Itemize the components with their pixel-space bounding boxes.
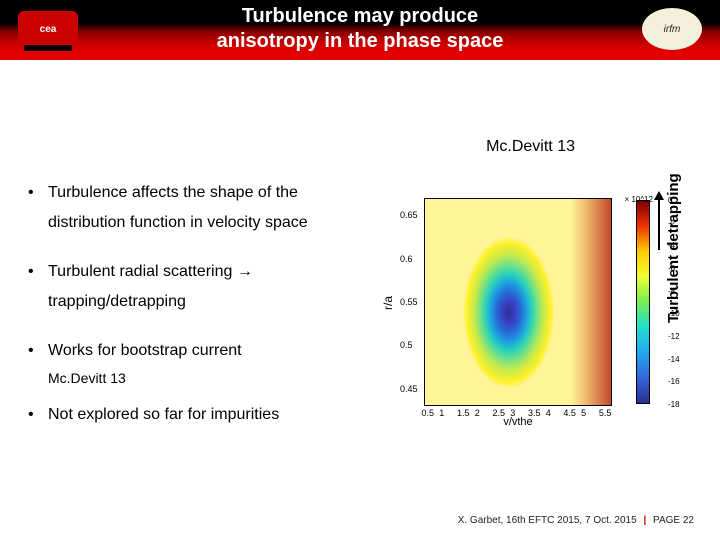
- slide-header: cea Turbulence may produce anisotropy in…: [0, 0, 720, 58]
- slide-body: Mc.Devitt 13 Turbulence affects the shap…: [0, 58, 720, 540]
- bullet-1: Turbulence affects the shape of the dist…: [28, 178, 358, 239]
- irfm-logo: irfm: [642, 8, 702, 50]
- bullet-2: Turbulent radial scattering → trapping/d…: [28, 257, 358, 318]
- y-tick: 0.45: [400, 384, 418, 394]
- chart-plot-area: [424, 198, 612, 406]
- title-line-1: Turbulence may produce: [242, 5, 478, 27]
- chart-colorbar: × 10^12: [636, 200, 650, 404]
- title-line-2: anisotropy in the phase space: [217, 30, 504, 52]
- chart-y-label: r/a: [381, 296, 395, 310]
- slide-title: Turbulence may produce anisotropy in the…: [78, 4, 642, 54]
- reference-citation: Mc.Devitt 13: [486, 138, 575, 156]
- x-tick: 1: [439, 408, 444, 418]
- x-tick: 0.5: [422, 408, 435, 418]
- vertical-label: Turbulent detrapping: [665, 173, 682, 323]
- slide-footer: X. Garbet, 16th EFTC 2015, 7 Oct. 2015 |…: [458, 515, 694, 526]
- y-tick: 0.65: [400, 210, 418, 220]
- bullet-3: Works for bootstrap current: [28, 336, 358, 366]
- x-tick: 2: [475, 408, 480, 418]
- cea-logo-text: cea: [40, 24, 57, 35]
- y-tick: 0.5: [400, 340, 413, 350]
- sub-reference: Mc.Devitt 13: [48, 370, 358, 386]
- arrow-up-icon: [658, 198, 660, 250]
- y-tick: 0.55: [400, 297, 418, 307]
- x-tick: 1.5: [457, 408, 470, 418]
- footer-page: PAGE 22: [653, 515, 694, 526]
- bullet-4: Not explored so far for impurities: [28, 400, 358, 430]
- bullet-list: Turbulence affects the shape of the dist…: [28, 178, 358, 448]
- chart-x-label: v/vthe: [503, 416, 532, 428]
- footer-author: X. Garbet, 16th EFTC 2015, 7 Oct. 2015: [458, 515, 637, 526]
- irfm-logo-text: irfm: [664, 24, 681, 35]
- x-tick: 4: [546, 408, 551, 418]
- y-tick: 0.6: [400, 254, 413, 264]
- cea-logo: cea: [18, 11, 78, 47]
- x-tick: 5: [581, 408, 586, 418]
- footer-separator: |: [639, 515, 650, 526]
- colorbar-exponent: × 10^12: [625, 195, 653, 204]
- x-tick: 5.5: [599, 408, 612, 418]
- contour-chart: r/a 0.450.50.550.60.65 0.511.522.533.544…: [390, 194, 650, 426]
- x-tick: 4.5: [563, 408, 576, 418]
- heatmap-overlay: [425, 199, 611, 405]
